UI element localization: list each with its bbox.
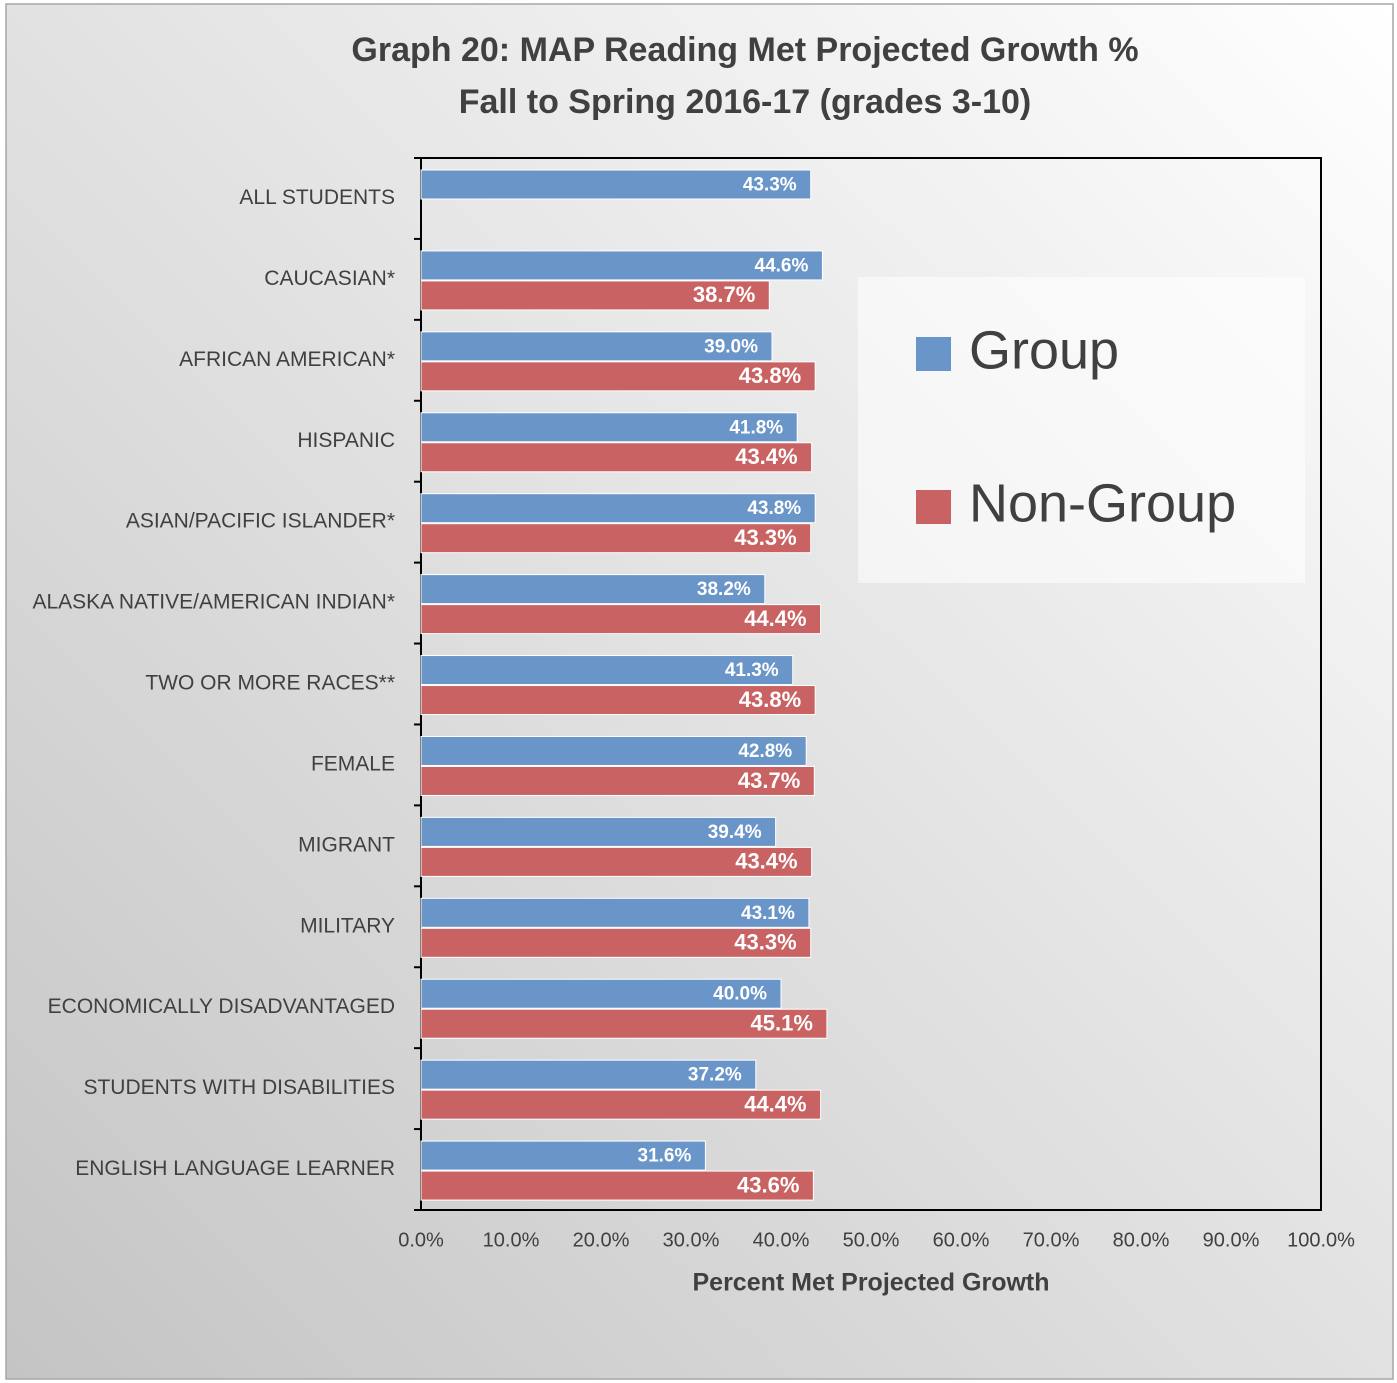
bar bbox=[420, 412, 798, 443]
x-tick-label: 100.0% bbox=[1287, 1229, 1355, 1251]
value-label: 43.3% bbox=[734, 525, 796, 550]
bar bbox=[420, 735, 807, 766]
chart-subtitle: Fall to Spring 2016-17 (grades 3-10) bbox=[459, 83, 1032, 121]
value-label: 40.0% bbox=[713, 984, 767, 1005]
y-tick-label: AFRICAN AMERICAN* bbox=[179, 348, 395, 371]
bar bbox=[420, 655, 794, 686]
x-tick-label: 80.0% bbox=[1113, 1229, 1170, 1251]
y-tick-label: ENGLISH LANGUAGE LEARNER bbox=[75, 1157, 395, 1180]
bar bbox=[420, 280, 770, 311]
bar bbox=[420, 361, 816, 392]
y-tick-label: ECONOMICALLY DISADVANTAGED bbox=[48, 995, 395, 1018]
value-label: 45.1% bbox=[751, 1011, 813, 1036]
y-tick-label: ALL STUDENTS bbox=[239, 186, 395, 209]
bar bbox=[420, 765, 815, 796]
y-tick-label: CAUCASIAN* bbox=[264, 267, 395, 290]
value-label: 44.4% bbox=[744, 606, 806, 631]
bar bbox=[420, 1089, 822, 1120]
y-tick-label: MIGRANT bbox=[298, 833, 395, 856]
bar bbox=[420, 685, 816, 716]
value-label: 41.3% bbox=[725, 660, 779, 681]
value-label: 43.6% bbox=[737, 1172, 799, 1197]
chart-title: Graph 20: MAP Reading Met Projected Grow… bbox=[351, 31, 1138, 69]
legend-label: Group bbox=[969, 320, 1119, 380]
value-label: 44.4% bbox=[744, 1091, 806, 1116]
bar bbox=[420, 1140, 706, 1171]
x-tick-label: 60.0% bbox=[933, 1229, 990, 1251]
x-tick-label: 10.0% bbox=[483, 1229, 540, 1251]
value-label: 43.8% bbox=[747, 498, 801, 519]
value-label: 43.8% bbox=[739, 687, 801, 712]
value-label: 43.4% bbox=[735, 849, 797, 874]
bar bbox=[420, 331, 773, 362]
y-tick-label: STUDENTS WITH DISABILITIES bbox=[83, 1076, 395, 1099]
value-label: 43.3% bbox=[734, 930, 796, 955]
y-tick-label: ASIAN/PACIFIC ISLANDER* bbox=[126, 510, 395, 533]
x-axis-label: Percent Met Projected Growth bbox=[692, 1269, 1049, 1297]
value-label: 38.7% bbox=[693, 282, 755, 307]
bar bbox=[420, 816, 777, 847]
legend-swatch bbox=[916, 337, 951, 371]
y-tick-label: TWO OR MORE RACES** bbox=[145, 672, 395, 695]
value-label: 38.2% bbox=[697, 579, 751, 600]
value-label: 41.8% bbox=[729, 417, 783, 438]
bar bbox=[420, 1059, 757, 1090]
bar bbox=[420, 493, 816, 524]
bar bbox=[420, 1008, 828, 1039]
x-tick-label: 50.0% bbox=[843, 1229, 900, 1251]
bar bbox=[420, 846, 813, 877]
value-label: 39.0% bbox=[704, 336, 758, 357]
x-tick-label: 0.0% bbox=[398, 1229, 444, 1251]
x-tick-label: 90.0% bbox=[1203, 1229, 1260, 1251]
value-label: 44.6% bbox=[755, 255, 809, 276]
value-label: 42.8% bbox=[738, 741, 792, 762]
value-label: 31.6% bbox=[638, 1146, 692, 1167]
x-tick-label: 30.0% bbox=[663, 1229, 720, 1251]
y-tick-label: ALASKA NATIVE/AMERICAN INDIAN* bbox=[32, 591, 395, 614]
bar bbox=[420, 978, 782, 1009]
value-label: 43.3% bbox=[743, 175, 797, 196]
bar bbox=[420, 897, 810, 928]
value-label: 43.4% bbox=[735, 444, 797, 469]
value-label: 39.4% bbox=[708, 822, 762, 843]
y-tick-label: HISPANIC bbox=[297, 429, 395, 452]
y-tick-label: MILITARY bbox=[300, 914, 395, 937]
value-label: 37.2% bbox=[688, 1065, 742, 1086]
value-label: 43.8% bbox=[739, 363, 801, 388]
bar bbox=[420, 523, 812, 554]
legend-box bbox=[858, 277, 1305, 583]
bar bbox=[420, 927, 812, 958]
bar bbox=[420, 250, 823, 281]
legend-label: Non-Group bbox=[969, 473, 1236, 533]
value-label: 43.7% bbox=[738, 768, 800, 793]
value-label: 43.1% bbox=[741, 903, 795, 924]
bar bbox=[420, 604, 822, 635]
y-tick-label: FEMALE bbox=[311, 752, 395, 775]
bar bbox=[420, 574, 766, 605]
bar bbox=[420, 1170, 814, 1201]
bar bbox=[420, 442, 813, 473]
legend-swatch bbox=[916, 490, 951, 524]
bar bbox=[420, 169, 812, 200]
x-tick-label: 70.0% bbox=[1023, 1229, 1080, 1251]
x-tick-label: 40.0% bbox=[753, 1229, 810, 1251]
x-tick-label: 20.0% bbox=[573, 1229, 630, 1251]
